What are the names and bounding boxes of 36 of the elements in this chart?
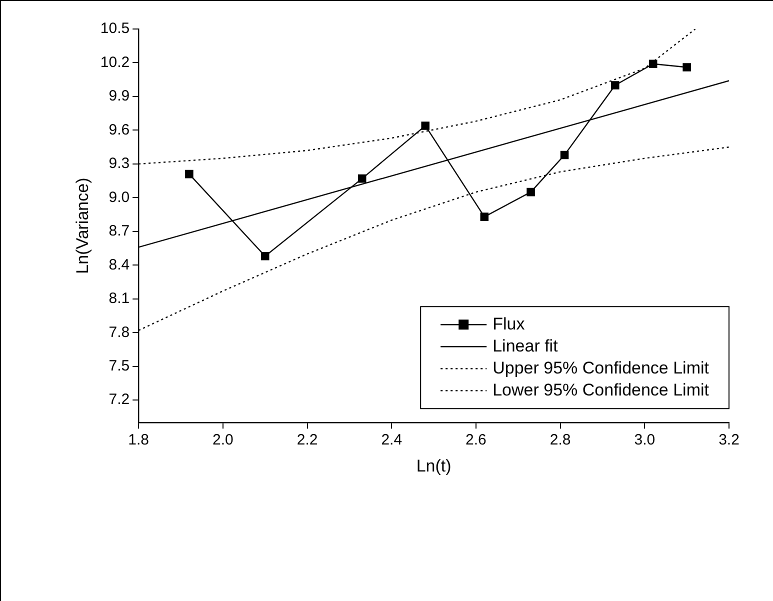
- y-tick-label: 8.1: [108, 290, 130, 308]
- y-tick-label: 9.3: [108, 155, 130, 172]
- point: [611, 81, 620, 90]
- y-tick-label: 10.2: [100, 54, 130, 71]
- y-tick-label: 9.9: [108, 88, 130, 105]
- x-tick-label: 2.8: [550, 432, 571, 449]
- x-tick-label: 2.0: [212, 432, 234, 449]
- point: [682, 63, 691, 72]
- point: [560, 150, 569, 160]
- y-axis-title: Ln(Variance): [72, 178, 92, 274]
- y-tick-label: 7.2: [108, 391, 130, 408]
- x-tick-label: 3.2: [718, 432, 740, 449]
- point: [421, 122, 430, 130]
- y-tick-label: 8.7: [108, 222, 130, 240]
- point: [260, 252, 270, 260]
- x-tick-label: 2.6: [466, 432, 486, 449]
- y-tick-label: 7.5: [108, 358, 130, 375]
- legend-label: Linear fit: [492, 336, 558, 356]
- x-tick-label: 2.2: [296, 432, 318, 449]
- x-tick-label: 2.4: [381, 432, 402, 449]
- point: [480, 212, 489, 221]
- x-axis-title: Ln(t): [416, 456, 452, 476]
- legend-label: Lower 95% Confidence Limit: [492, 380, 710, 400]
- y-tick-label: 9.6: [108, 121, 130, 138]
- legend-label: Flux: [492, 314, 526, 334]
- point: [358, 174, 366, 183]
- legend-label: Upper 95% Confidence Limit: [492, 358, 710, 378]
- y-tick-label: 8.4: [108, 256, 130, 274]
- y-tick-label: 7.8: [108, 324, 130, 341]
- y-tick-label: 9.0: [108, 188, 130, 206]
- x-tick-label: 1.8: [128, 432, 150, 449]
- point: [185, 170, 194, 178]
- point: [526, 188, 535, 196]
- y-tick-label: 10.5: [100, 20, 130, 38]
- point: [648, 60, 658, 68]
- x-tick-label: 3.0: [634, 432, 656, 449]
